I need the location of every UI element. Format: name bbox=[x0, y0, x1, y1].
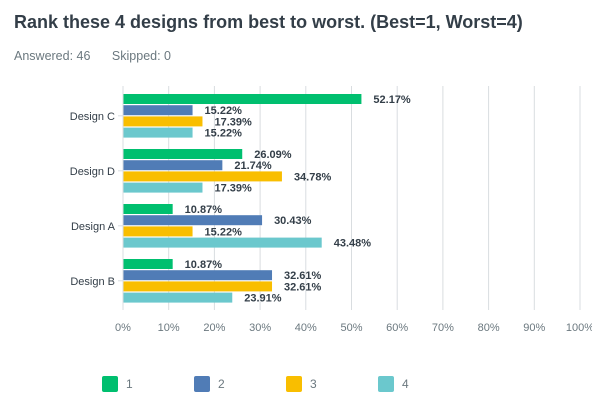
data-label: 15.22% bbox=[205, 226, 243, 238]
data-label: 34.78% bbox=[294, 171, 332, 183]
category-label: Design D bbox=[70, 166, 115, 178]
response-stats: Answered: 46 Skipped: 0 bbox=[14, 49, 171, 63]
x-tick-label: 50% bbox=[340, 322, 362, 334]
bar bbox=[123, 182, 203, 193]
question-title: Rank these 4 designs from best to worst.… bbox=[14, 12, 523, 32]
legend-item-rank-4[interactable]: 4 bbox=[378, 376, 470, 392]
skipped-count: Skipped: 0 bbox=[111, 49, 171, 63]
bar bbox=[123, 94, 362, 104]
x-tick-label: 80% bbox=[478, 322, 500, 334]
data-label: 17.39% bbox=[214, 183, 252, 195]
legend-label-rank-4: 4 bbox=[402, 377, 409, 391]
data-label: 30.43% bbox=[274, 215, 312, 227]
category-label: Design A bbox=[71, 221, 116, 233]
legend-swatch-rank-3 bbox=[286, 376, 302, 392]
category-label: Design C bbox=[70, 111, 115, 123]
bar bbox=[123, 226, 193, 237]
bar bbox=[123, 149, 243, 159]
bar bbox=[123, 116, 203, 127]
x-tick-label: 40% bbox=[295, 322, 317, 334]
legend-label-rank-1: 1 bbox=[126, 377, 133, 391]
data-label: 32.61% bbox=[284, 270, 322, 282]
bar bbox=[123, 237, 322, 248]
data-label: 10.87% bbox=[185, 259, 223, 271]
bar bbox=[123, 105, 193, 116]
category-label: Design B bbox=[70, 276, 115, 288]
data-label: 26.09% bbox=[254, 149, 292, 161]
x-tick-label: 60% bbox=[386, 322, 408, 334]
x-tick-label: 90% bbox=[523, 322, 545, 334]
data-label: 43.48% bbox=[334, 238, 372, 250]
x-tick-label: 20% bbox=[203, 322, 225, 334]
x-tick-label: 30% bbox=[249, 322, 271, 334]
legend-item-rank-3[interactable]: 3 bbox=[286, 376, 378, 392]
bar bbox=[123, 259, 173, 269]
x-tick-label: 100% bbox=[566, 322, 592, 334]
data-label: 15.22% bbox=[205, 105, 243, 117]
bar bbox=[123, 127, 193, 138]
legend-item-rank-1[interactable]: 1 bbox=[102, 376, 194, 392]
data-label: 21.74% bbox=[234, 160, 272, 172]
ranking-bar-chart: 0% 10% 20% 30% 40% 50% 60% 70% 80% 90% 100% Design … bbox=[70, 86, 592, 334]
x-tick-label: 0% bbox=[115, 322, 131, 334]
data-label: 23.91% bbox=[244, 293, 282, 305]
legend-swatch-rank-4 bbox=[378, 376, 394, 392]
bar bbox=[123, 171, 282, 182]
x-tick-label: 70% bbox=[432, 322, 454, 334]
legend-label-rank-3: 3 bbox=[310, 377, 317, 391]
bar bbox=[123, 292, 233, 303]
data-label: 15.22% bbox=[205, 128, 243, 140]
data-label: 17.39% bbox=[214, 116, 252, 128]
bar bbox=[123, 281, 273, 292]
legend-label-rank-2: 2 bbox=[218, 377, 225, 391]
bar bbox=[123, 215, 263, 226]
data-label: 52.17% bbox=[373, 94, 411, 106]
data-label: 10.87% bbox=[185, 204, 223, 216]
data-label: 32.61% bbox=[284, 281, 322, 293]
bar bbox=[123, 270, 273, 281]
x-tick-label: 10% bbox=[158, 322, 180, 334]
legend-item-rank-2[interactable]: 2 bbox=[194, 376, 286, 392]
answered-count: Answered: 46 bbox=[14, 49, 91, 63]
chart-legend: 1 2 3 4 bbox=[102, 376, 470, 392]
legend-swatch-rank-2 bbox=[194, 376, 210, 392]
legend-swatch-rank-1 bbox=[102, 376, 118, 392]
bar bbox=[123, 204, 173, 214]
bar bbox=[123, 160, 223, 171]
